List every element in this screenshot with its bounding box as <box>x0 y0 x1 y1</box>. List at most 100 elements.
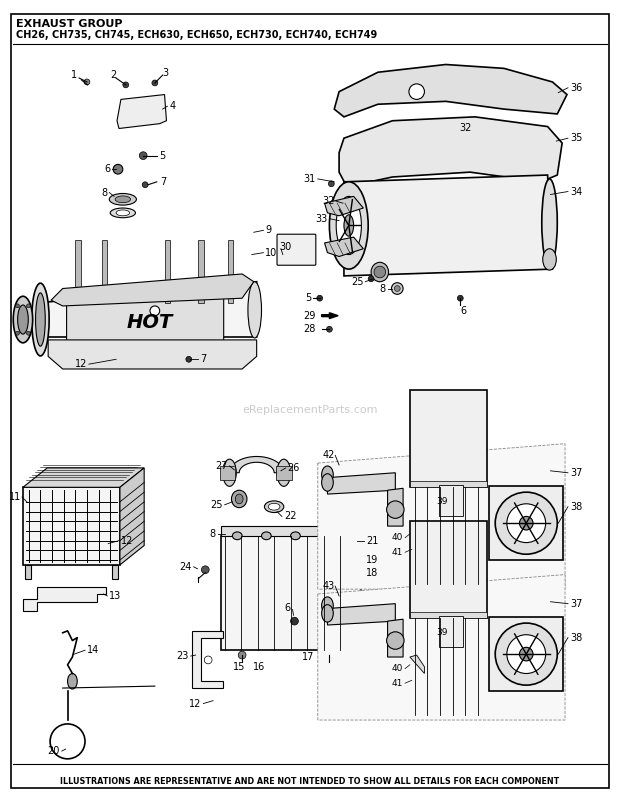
Text: HOT: HOT <box>127 313 173 332</box>
Text: 25: 25 <box>210 500 223 510</box>
Text: 12: 12 <box>189 699 202 708</box>
Bar <box>489 486 563 560</box>
Text: 39: 39 <box>436 497 448 506</box>
Ellipse shape <box>322 474 334 491</box>
Polygon shape <box>23 468 144 488</box>
Ellipse shape <box>262 532 271 540</box>
Circle shape <box>458 295 463 301</box>
Circle shape <box>291 618 298 625</box>
Text: 5: 5 <box>159 151 165 160</box>
Polygon shape <box>388 619 403 657</box>
Bar <box>410 481 487 488</box>
Text: 41: 41 <box>392 678 403 687</box>
Ellipse shape <box>223 460 236 486</box>
Circle shape <box>495 623 557 685</box>
Polygon shape <box>388 488 403 526</box>
Circle shape <box>409 84 425 99</box>
Text: 30: 30 <box>279 242 291 252</box>
Circle shape <box>317 295 322 301</box>
Bar <box>75 240 81 303</box>
Text: 25: 25 <box>351 277 363 287</box>
Polygon shape <box>117 95 167 128</box>
Text: 38: 38 <box>570 633 582 642</box>
Circle shape <box>202 566 209 573</box>
Text: 17: 17 <box>302 652 314 662</box>
Polygon shape <box>324 237 363 257</box>
Polygon shape <box>120 468 144 565</box>
Text: 9: 9 <box>265 225 272 235</box>
Text: 22: 22 <box>284 512 296 521</box>
Ellipse shape <box>115 196 131 203</box>
Text: 24: 24 <box>179 562 192 572</box>
Ellipse shape <box>329 182 368 269</box>
FancyArrow shape <box>322 313 338 318</box>
Text: CH26, CH735, CH745, ECH630, ECH650, ECH730, ECH740, ECH749: CH26, CH735, CH745, ECH630, ECH650, ECH7… <box>16 30 378 39</box>
Polygon shape <box>410 655 425 674</box>
Circle shape <box>394 286 400 291</box>
Polygon shape <box>324 196 363 216</box>
Polygon shape <box>410 525 425 543</box>
Circle shape <box>520 647 533 661</box>
Ellipse shape <box>336 196 361 254</box>
Text: 18: 18 <box>366 568 378 577</box>
Ellipse shape <box>17 305 29 334</box>
Bar <box>439 485 463 516</box>
Polygon shape <box>221 526 361 536</box>
Ellipse shape <box>116 210 130 216</box>
Circle shape <box>152 80 157 86</box>
Polygon shape <box>344 175 552 276</box>
Text: 37: 37 <box>570 598 582 609</box>
Circle shape <box>113 164 123 174</box>
Bar <box>220 466 236 480</box>
Text: 5: 5 <box>304 294 311 303</box>
Polygon shape <box>229 456 284 472</box>
Ellipse shape <box>322 605 334 622</box>
Ellipse shape <box>344 215 353 236</box>
Text: 6: 6 <box>104 164 110 174</box>
Circle shape <box>186 356 192 363</box>
FancyBboxPatch shape <box>277 234 316 265</box>
Polygon shape <box>112 565 118 579</box>
Ellipse shape <box>277 460 291 486</box>
Circle shape <box>238 651 246 659</box>
Text: 3: 3 <box>162 68 169 79</box>
Ellipse shape <box>291 532 300 540</box>
Ellipse shape <box>268 504 280 510</box>
Bar <box>410 521 487 618</box>
Text: 7: 7 <box>160 176 166 187</box>
Circle shape <box>326 651 334 659</box>
Circle shape <box>327 326 332 332</box>
Ellipse shape <box>109 193 136 205</box>
Circle shape <box>374 266 386 277</box>
Ellipse shape <box>334 532 344 540</box>
Polygon shape <box>23 587 107 611</box>
Text: 29: 29 <box>303 310 316 321</box>
Ellipse shape <box>35 293 45 346</box>
Polygon shape <box>48 340 257 369</box>
Text: 37: 37 <box>570 468 582 478</box>
Polygon shape <box>327 472 396 494</box>
Ellipse shape <box>264 501 284 512</box>
Ellipse shape <box>387 501 404 518</box>
Text: 33: 33 <box>315 213 327 224</box>
Text: 7: 7 <box>200 354 206 364</box>
Circle shape <box>140 152 147 160</box>
Text: 41: 41 <box>392 548 403 557</box>
Ellipse shape <box>32 283 49 356</box>
Text: 26: 26 <box>288 463 300 473</box>
Text: 35: 35 <box>570 133 582 144</box>
Bar <box>102 240 107 303</box>
Polygon shape <box>334 64 567 117</box>
Polygon shape <box>339 117 562 187</box>
Circle shape <box>368 276 374 282</box>
Ellipse shape <box>231 490 247 508</box>
Circle shape <box>123 82 129 87</box>
Bar <box>489 618 563 691</box>
Bar <box>410 391 487 488</box>
Text: 13: 13 <box>109 591 122 601</box>
Text: 8: 8 <box>101 188 107 197</box>
Circle shape <box>329 181 334 187</box>
Ellipse shape <box>248 282 262 338</box>
Text: 15: 15 <box>233 662 246 672</box>
Ellipse shape <box>322 466 334 484</box>
